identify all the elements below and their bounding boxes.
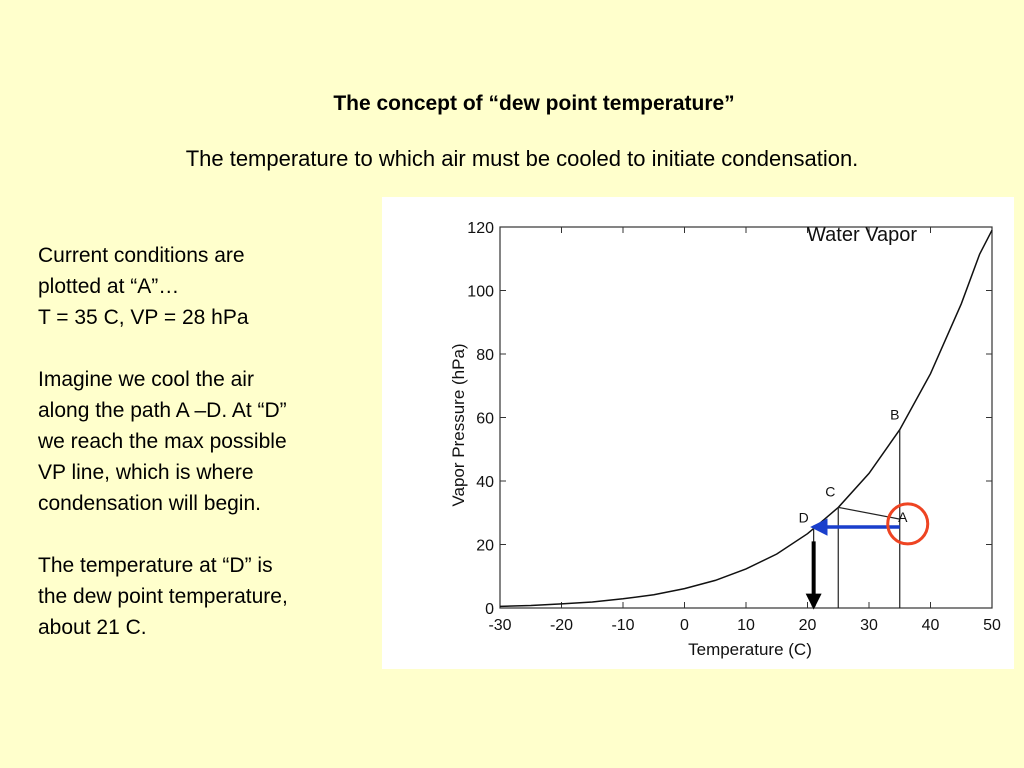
text-line: Imagine we cool the air	[38, 368, 254, 391]
x-tick-label: 40	[922, 617, 940, 634]
text-line: we reach the max possible	[38, 430, 287, 453]
paragraph-current-conditions: Current conditions are plotted at “A”… T…	[38, 240, 383, 333]
point-label-a: A	[898, 509, 908, 525]
slide-title: The concept of “dew point temperature”	[333, 92, 735, 115]
x-tick-label: 10	[737, 617, 755, 634]
text-line: T = 35 C, VP = 28 hPa	[38, 306, 249, 329]
x-tick-label: -10	[611, 617, 634, 634]
point-label-d: D	[799, 510, 809, 526]
slide-subtitle: The temperature to which air must be coo…	[185, 146, 859, 171]
text-line: condensation will begin.	[38, 492, 261, 515]
text-line: plotted at “A”…	[38, 275, 180, 298]
text-line: The temperature at “D” is	[38, 554, 273, 577]
x-tick-label: 50	[983, 617, 1001, 634]
plot-frame	[499, 226, 993, 609]
y-tick-label: 20	[476, 538, 494, 555]
y-tick-label: 120	[467, 220, 494, 237]
text-line: along the path A –D. At “D”	[38, 399, 287, 422]
saturation-vapor-pressure-line	[499, 229, 993, 608]
x-tick-label: -30	[488, 617, 511, 634]
y-tick-label: 80	[476, 347, 494, 364]
text-line: the dew point temperature,	[38, 585, 288, 608]
text-line: about 21 C.	[38, 616, 147, 639]
x-tick-label: 30	[860, 617, 878, 634]
y-axis-label: Vapor Pressure (hPa)	[449, 343, 468, 506]
x-tick-label: 0	[680, 617, 689, 634]
paragraph-cooling-path: Imagine we cool the air along the path A…	[38, 364, 383, 519]
paragraph-dew-point: The temperature at “D” is the dew point …	[38, 550, 383, 643]
x-tick-label: 20	[799, 617, 817, 634]
y-tick-label: 60	[476, 411, 494, 428]
point-label-c: C	[825, 483, 835, 499]
y-tick-label: 0	[485, 601, 494, 618]
explanation-text: Current conditions are plotted at “A”… T…	[38, 240, 383, 643]
chart-svg: -30 -20 -10 0 10 20 30 40 50 0 20 40 60 80 100 120 A B CD…	[449, 220, 1001, 659]
x-axis-label: Temperature (C)	[688, 640, 812, 659]
text-line: VP line, which is where	[38, 461, 254, 484]
y-tick-label: 100	[467, 284, 494, 301]
point-label-b: B	[890, 407, 899, 423]
highlight-circle-a	[886, 502, 930, 546]
text-line: Current conditions are	[38, 244, 245, 267]
chart-title: Water Vapor	[807, 224, 917, 246]
x-tick-label: -20	[550, 617, 573, 634]
y-tick-label: 40	[476, 474, 494, 491]
